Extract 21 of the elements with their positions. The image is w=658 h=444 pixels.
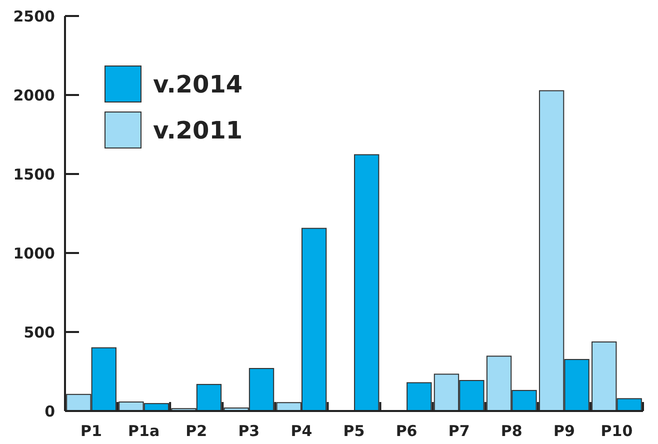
y-tick-label: 2500 (13, 7, 55, 26)
x-tick-label: P9 (553, 422, 575, 440)
legend-label: v.2014 (153, 70, 243, 98)
x-tick-label: P3 (238, 422, 260, 440)
x-tick-label: P10 (600, 422, 633, 440)
x-tick-label: P1a (128, 422, 160, 440)
bar (354, 154, 380, 412)
y-tick-label: 500 (24, 323, 55, 342)
bar (406, 382, 432, 412)
x-tick-label: P5 (343, 422, 365, 440)
x-tick-label: P1 (80, 422, 102, 440)
x-tick-label: P2 (186, 422, 208, 440)
legend-label: v.2011 (153, 116, 243, 144)
y-tick-label: 2000 (13, 86, 55, 104)
y-tick-label: 1500 (13, 165, 55, 184)
x-tick-label: P6 (396, 422, 418, 440)
y-tick-label: 1000 (13, 244, 55, 262)
x-tick-label: P8 (500, 422, 522, 440)
y-tick-label: 0 (44, 402, 55, 420)
x-tick-label: P4 (290, 422, 312, 440)
x-tick-label: P7 (448, 422, 470, 440)
